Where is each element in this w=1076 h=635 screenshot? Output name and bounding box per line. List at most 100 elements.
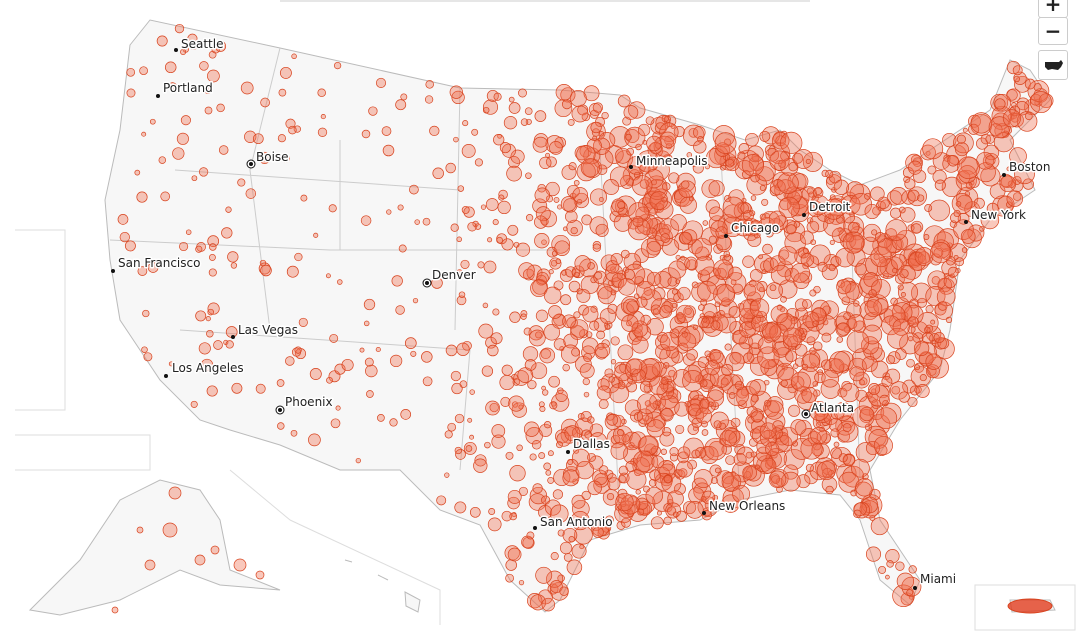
county-bubble bbox=[1006, 190, 1024, 207]
county-bubble bbox=[589, 188, 608, 206]
county-bubble bbox=[631, 368, 647, 384]
county-bubble bbox=[691, 449, 701, 459]
county-bubble bbox=[617, 500, 636, 519]
county-bubble bbox=[788, 162, 798, 172]
county-bubble bbox=[667, 490, 684, 507]
county-bubble bbox=[817, 261, 828, 272]
county-bubble bbox=[644, 411, 665, 433]
county-bubble bbox=[864, 203, 880, 220]
county-bubble bbox=[576, 288, 591, 303]
county-bubble bbox=[673, 292, 684, 303]
county-bubble bbox=[891, 302, 913, 323]
inset-frame bbox=[15, 229, 151, 471]
county-bubble bbox=[745, 451, 753, 459]
county-bubble bbox=[673, 126, 685, 138]
city-label: Miami bbox=[920, 572, 956, 586]
county-bubble bbox=[780, 295, 787, 303]
county-bubble bbox=[594, 342, 611, 359]
county-bubble bbox=[758, 254, 764, 260]
county-bubble bbox=[812, 380, 819, 387]
county-bubble bbox=[585, 331, 593, 338]
county-bubble bbox=[368, 106, 378, 116]
county-bubble bbox=[571, 494, 586, 509]
county-bubble bbox=[534, 187, 551, 204]
reset-view-button[interactable] bbox=[1038, 50, 1068, 80]
county-bubble bbox=[124, 240, 136, 252]
county-bubble bbox=[627, 217, 651, 241]
county-bubble bbox=[712, 494, 719, 501]
county-bubble bbox=[539, 405, 546, 413]
county-bubble bbox=[870, 517, 889, 536]
county-bubble bbox=[937, 301, 948, 311]
county-bubble bbox=[779, 198, 792, 211]
county-bubble bbox=[738, 143, 750, 154]
county-bubble bbox=[543, 324, 561, 341]
county-bubble bbox=[708, 180, 725, 197]
city-dot bbox=[724, 234, 728, 238]
county-bubble bbox=[313, 232, 319, 238]
county-bubble bbox=[895, 561, 905, 571]
county-bubble bbox=[732, 329, 748, 345]
county-bubble bbox=[593, 476, 611, 494]
county-bubble bbox=[610, 252, 623, 266]
county-bubble bbox=[381, 126, 392, 136]
county-bubble bbox=[660, 233, 671, 243]
county-bubble bbox=[911, 282, 932, 304]
county-bubble bbox=[522, 346, 539, 362]
county-bubble bbox=[1006, 166, 1012, 172]
city-dot bbox=[629, 165, 633, 169]
zoom-in-button[interactable]: + bbox=[1038, 0, 1068, 18]
county-bubble bbox=[598, 197, 604, 202]
county-bubble bbox=[524, 107, 533, 116]
county-bubble bbox=[964, 191, 971, 197]
county-bubble bbox=[294, 346, 302, 354]
county-bubble bbox=[802, 298, 812, 309]
county-bubble bbox=[606, 414, 619, 426]
county-bubble bbox=[815, 314, 837, 336]
county-bubble bbox=[375, 346, 381, 353]
county-bubble bbox=[587, 416, 595, 424]
county-bubble bbox=[172, 147, 185, 160]
county-bubble bbox=[646, 135, 662, 152]
hawaii bbox=[344, 559, 421, 613]
county-bubble bbox=[587, 262, 595, 270]
county-bubble bbox=[809, 289, 817, 297]
county-bubble bbox=[936, 287, 956, 307]
county-bubble bbox=[576, 144, 596, 165]
county-bubble bbox=[825, 170, 834, 179]
county-bubble bbox=[649, 469, 661, 481]
county-bubble bbox=[386, 209, 392, 215]
city-dot bbox=[802, 213, 806, 217]
county-bubble bbox=[947, 266, 959, 278]
county-bubble bbox=[811, 443, 824, 457]
county-bubble bbox=[176, 132, 189, 145]
county-bubble bbox=[768, 470, 787, 489]
county-bubble bbox=[180, 48, 187, 56]
county-bubble bbox=[718, 299, 738, 319]
county-bubble bbox=[846, 181, 864, 200]
county-bubble bbox=[847, 314, 865, 332]
county-bubble bbox=[988, 116, 1011, 139]
county-bubble bbox=[214, 40, 227, 52]
county-bubble bbox=[501, 364, 513, 376]
county-bubble bbox=[528, 329, 546, 347]
county-bubble bbox=[649, 393, 667, 411]
county-bubble bbox=[697, 136, 704, 143]
county-bubble bbox=[695, 407, 712, 424]
county-bubble bbox=[663, 475, 673, 484]
zoom-out-button[interactable]: − bbox=[1038, 17, 1068, 45]
county-bubble bbox=[715, 234, 732, 251]
county-bubble bbox=[1009, 113, 1024, 128]
county-bubble bbox=[570, 511, 590, 531]
county-bubble bbox=[845, 233, 855, 243]
county-bubble bbox=[655, 343, 671, 360]
county-bubble bbox=[553, 196, 560, 203]
county-bubble bbox=[673, 468, 683, 478]
county-bubble bbox=[509, 311, 521, 323]
city-label: New Orleans bbox=[709, 499, 785, 513]
county-bubble bbox=[861, 356, 878, 373]
county-bubble bbox=[366, 390, 374, 398]
county-bubble bbox=[816, 430, 831, 445]
county-bubble bbox=[221, 227, 233, 239]
county-bubble bbox=[397, 204, 404, 211]
